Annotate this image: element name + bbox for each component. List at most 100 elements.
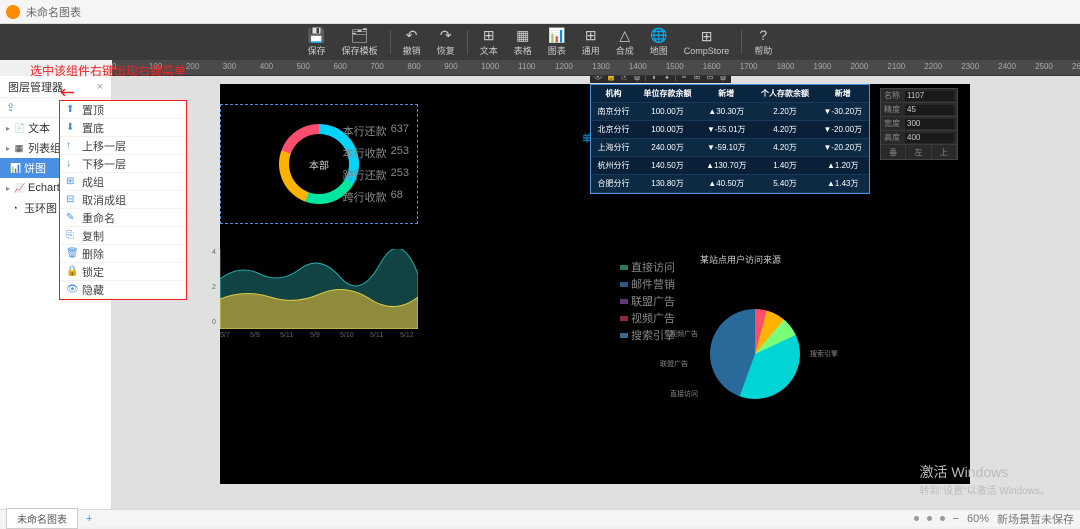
legend-swatch-icon (620, 316, 628, 321)
tool-label: 通用 (582, 44, 600, 57)
tool-icon: △ (617, 27, 633, 43)
pie-title: 某站点用户访问来源 (700, 253, 781, 266)
pie-chart-widget[interactable]: 直接访问邮件营销联盟广告视频广告搜索引擎 某站点用户访问来源 直接访问联盟广告视… (620, 259, 880, 419)
window-title: 未命名图表 (26, 4, 81, 20)
table-cell: 上海分行 (591, 139, 636, 157)
legend-value: 637 (391, 123, 409, 139)
x-tick: 5/12 (400, 332, 414, 339)
mini-tool-icon[interactable]: 🗑 (718, 76, 728, 82)
ctx-label: 取消成组 (82, 192, 126, 208)
prop-value[interactable]: 300 (905, 119, 954, 129)
ctx-上移一层[interactable]: ↑上移一层 (60, 137, 186, 155)
canvas[interactable]: 本部 本行还款637本行收款253跨行还款253跨行收款68 单行文本 👁🔒⎘🗑… (220, 84, 970, 484)
mini-tool-icon[interactable]: ⎘ (619, 76, 629, 82)
tool-撤销[interactable]: ↶撤销 (395, 24, 429, 60)
ctx-取消成组[interactable]: ⊟取消成组 (60, 191, 186, 209)
prop-btn[interactable]: 左 (906, 145, 931, 159)
add-tab-button[interactable]: + (78, 511, 100, 527)
tool-地图[interactable]: 🌐地图 (642, 24, 676, 60)
ctx-下移一层[interactable]: ↓下移一层 (60, 155, 186, 173)
mini-tool-icon[interactable]: 🗑 (632, 76, 642, 82)
table-cell: 1.40万 (753, 157, 816, 175)
ctx-置底[interactable]: ⬇置底 (60, 119, 186, 137)
tool-文本[interactable]: ⊞文本 (472, 24, 506, 60)
prop-value[interactable]: 400 (905, 133, 954, 143)
ctx-label: 重命名 (82, 210, 115, 226)
tool-图表[interactable]: 📊图表 (540, 24, 574, 60)
ctx-删除[interactable]: 🗑删除 (60, 245, 186, 263)
mini-tool-icon[interactable]: ⊟ (705, 76, 715, 82)
tool-保存模板[interactable]: 🗂保存模板 (334, 24, 386, 60)
property-panel[interactable]: 名称1107精度45宽度300高度400垂左上 (880, 88, 958, 160)
pie-slice-label: 直接访问 (670, 389, 698, 399)
area-chart-widget[interactable]: 420 5/75/95/115/95/105/115/12 (220, 249, 418, 329)
windows-watermark: 激活 Windows 转到"设置"以激活 Windows。 (920, 462, 1050, 497)
table-cell: 100.00万 (636, 121, 699, 139)
layer-icon: ◔ (10, 203, 20, 213)
x-tick: 5/9 (310, 332, 320, 339)
status-dot-icon (940, 516, 945, 521)
x-tick: 5/7 (220, 332, 230, 339)
tool-通用[interactable]: ⊞通用 (574, 24, 608, 60)
footer-tab[interactable]: 未命名图表 (6, 508, 78, 529)
tool-保存[interactable]: 💾保存 (300, 24, 334, 60)
mini-tool-icon[interactable]: ≡ (679, 76, 689, 82)
tool-icon: ▦ (515, 27, 531, 43)
tool-表格[interactable]: ▦表格 (506, 24, 540, 60)
tool-label: 帮助 (754, 44, 772, 57)
tool-CompStore[interactable]: ⊞CompStore (676, 24, 738, 60)
ctx-重命名[interactable]: ✎ 重命名 (60, 209, 186, 227)
canvas-area[interactable]: 本部 本行还款637本行收款253跨行还款253跨行收款68 单行文本 👁🔒⎘🗑… (112, 76, 1080, 509)
ctx-复制[interactable]: ⎘ 复制 (60, 227, 186, 245)
table-widget[interactable]: 机构单位存款余额新增个人存款余额新增 南京分行100.00万▲30.30万2.2… (590, 84, 870, 194)
expand-icon: ▸ (6, 184, 10, 193)
tool-label: 地图 (650, 44, 668, 57)
table-row: 合肥分行130.80万▲40.50万5.40万▲1.43万 (591, 175, 869, 193)
donut-widget[interactable]: 本部 本行还款637本行收款253跨行还款253跨行收款68 (220, 104, 418, 224)
prop-btn[interactable]: 垂 (881, 145, 906, 159)
app-logo-icon (6, 5, 20, 19)
tool-恢复[interactable]: ↷恢复 (429, 24, 463, 60)
table-cell: ▼-30.20万 (817, 103, 870, 121)
ctx-icon: ↑ (66, 140, 76, 151)
tool-label: 图表 (548, 44, 566, 57)
prop-value[interactable]: 45 (905, 105, 954, 115)
ctx-置顶[interactable]: ⬆置顶 (60, 101, 186, 119)
zoom-out-icon[interactable]: − (953, 513, 959, 525)
ctx-label: 锁定 (82, 264, 104, 280)
table-cell: ▲30.30万 (699, 103, 753, 121)
ctx-label: 置底 (82, 120, 104, 136)
ctx-icon: ✎ (66, 212, 76, 223)
tool-icon: 💾 (309, 27, 325, 43)
tool-icon: ↶ (404, 27, 420, 43)
ctx-icon: ⎘ (66, 230, 76, 241)
ctx-隐藏[interactable]: 👁隐藏 (60, 281, 186, 299)
ctx-锁定[interactable]: 🔒锁定 (60, 263, 186, 281)
mini-tool-icon[interactable]: 🔒 (606, 76, 616, 82)
tool-icon: ⊞ (699, 29, 715, 45)
footer-bar: 未命名图表 + − 60% 新场景暂未保存 (0, 509, 1080, 527)
panel-close-icon[interactable]: × (97, 81, 103, 93)
legend-label: 跨行还款 (343, 167, 387, 183)
y-tick: 0 (212, 319, 216, 326)
table-header: 个人存款余额 (753, 85, 816, 103)
watermark-line2: 转到"设置"以激活 Windows。 (920, 482, 1050, 497)
mini-tool-icon[interactable]: ⊞ (692, 76, 702, 82)
mini-tool-icon[interactable]: ⬆ (649, 76, 659, 82)
prop-value[interactable]: 1107 (905, 91, 954, 101)
prop-btn[interactable]: 上 (932, 145, 957, 159)
mini-tool-icon[interactable]: ⬇ (662, 76, 672, 82)
donut-legend: 本行还款637本行收款253跨行还款253跨行收款68 (343, 123, 409, 205)
mini-tool-icon[interactable]: 👁 (593, 76, 603, 82)
legend-label: 跨行收款 (343, 189, 387, 205)
tool-合成[interactable]: △合成 (608, 24, 642, 60)
tool-label: 文本 (480, 44, 498, 57)
table-cell: 合肥分行 (591, 175, 636, 193)
table-row: 杭州分行140.50万▲130.70万1.40万▲1.20万 (591, 157, 869, 175)
ctx-label: 复制 (82, 228, 104, 244)
table-cell: 南京分行 (591, 103, 636, 121)
table-cell: 140.50万 (636, 157, 699, 175)
table-cell: ▼-20.20万 (817, 139, 870, 157)
tool-帮助[interactable]: ?帮助 (746, 24, 780, 60)
ctx-成组[interactable]: ⊞成组 (60, 173, 186, 191)
